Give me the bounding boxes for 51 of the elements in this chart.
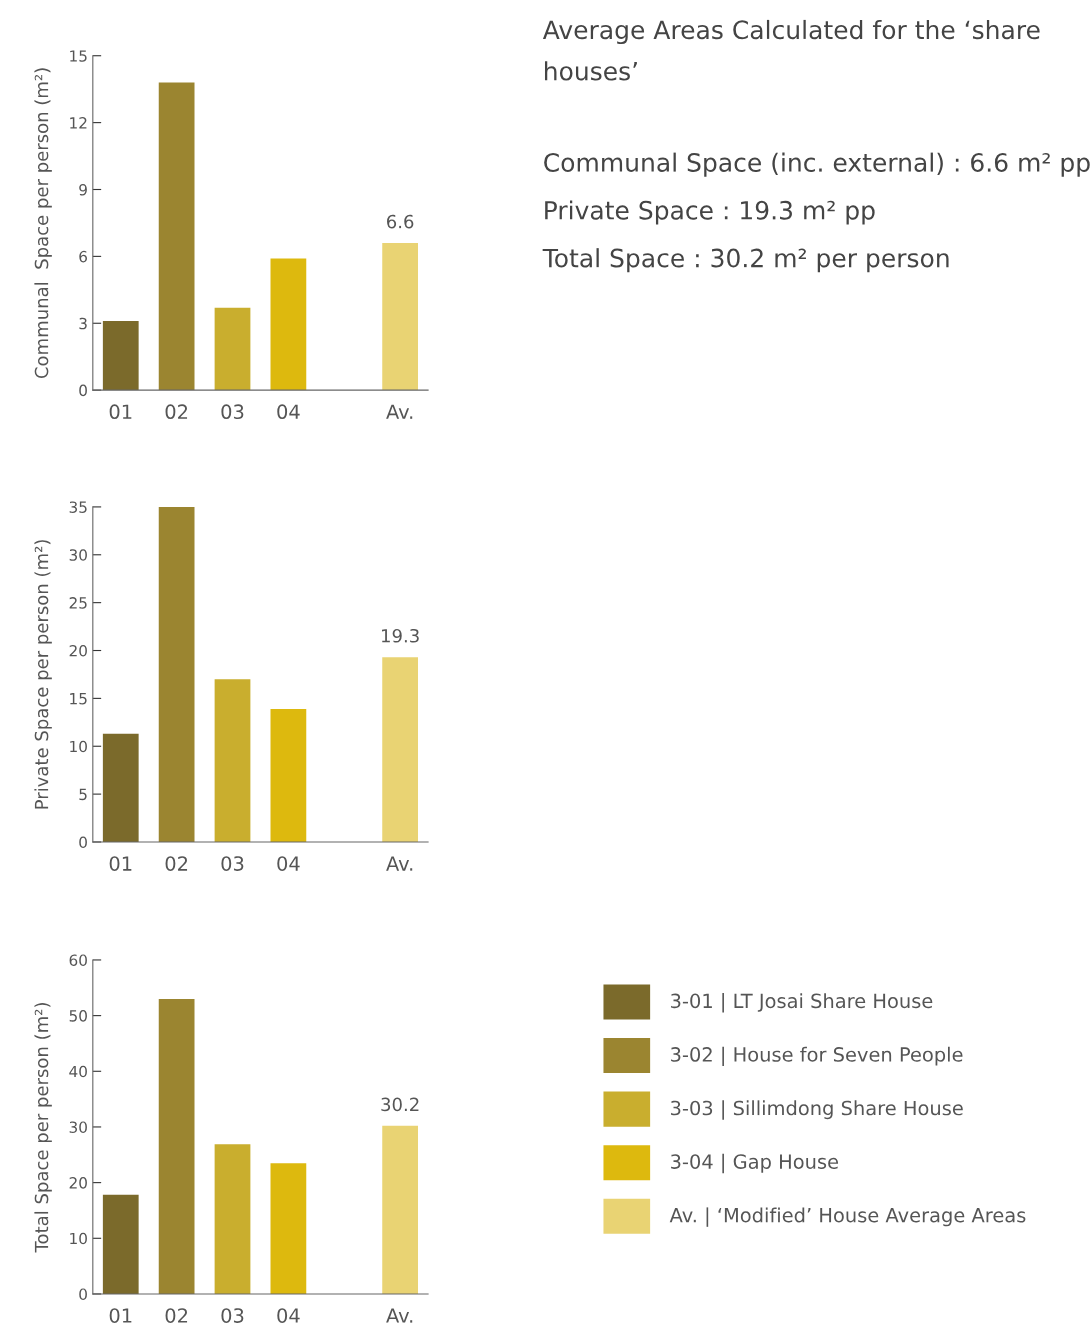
y-tick-label: 0 — [79, 836, 87, 848]
x-tick-label: 02 — [165, 1308, 188, 1323]
y-tick-label: 0 — [79, 1288, 87, 1300]
y-tick-label: 25 — [69, 597, 87, 609]
y-tick-label: 12 — [70, 117, 87, 129]
text: Total Space : 30.2 m² per person — [542, 248, 949, 273]
y-tick-label: 40 — [69, 1065, 87, 1078]
y-tick-label: 30 — [69, 549, 87, 561]
x-tick-label: Av. — [386, 404, 413, 419]
y-axis-title: Private Space per person (m²) — [34, 540, 52, 809]
text: Private Space : 19.3 m² pp — [545, 200, 875, 225]
x-tick-label: 01 — [109, 1308, 132, 1323]
y-tick-label: 9 — [79, 183, 87, 196]
y-tick-label: 60 — [69, 954, 87, 966]
y-tick-label: 30 — [69, 1121, 87, 1133]
text: Average Areas Calculated for the ‘share houses’ — [542, 19, 1040, 81]
y-tick-label: 15 — [70, 693, 87, 705]
legend-label: 3-02 | House for Seven People — [671, 1046, 963, 1067]
y-axis-title: Total Space per person (m²) — [34, 1003, 52, 1253]
text: Communal Space (inc. external) : 6.6 m² pp — [544, 152, 1090, 177]
y-tick-label: 5 — [79, 788, 87, 801]
x-tick-label: 03 — [221, 1308, 244, 1323]
x-tick-label: 01 — [109, 404, 132, 420]
x-tick-label: Av. — [386, 1308, 413, 1323]
y-tick-label: 10 — [70, 1232, 87, 1245]
data-label: 30.2 — [381, 1097, 419, 1112]
legend-label: 3-03 | Sillimdong Share House — [671, 1100, 963, 1120]
x-tick-label: 04 — [277, 856, 300, 871]
y-tick-label: 20 — [69, 1177, 87, 1189]
legend-label: 3-01 | LT Josai Share House — [671, 993, 933, 1013]
x-tick-label: Av. — [386, 856, 413, 871]
y-tick-label: 0 — [79, 384, 87, 397]
y-tick-label: 20 — [69, 644, 87, 657]
data-label: 6.6 — [387, 214, 414, 229]
legend-label: 3-04 | Gap House — [671, 1153, 839, 1174]
y-tick-label: 3 — [79, 317, 87, 330]
x-tick-label: 02 — [165, 856, 188, 871]
x-tick-label: 02 — [165, 404, 188, 420]
x-tick-label: 03 — [221, 404, 244, 420]
x-tick-label: 01 — [109, 856, 132, 871]
y-tick-label: 6 — [79, 250, 87, 263]
legend-label: Av. | ‘Modified’ House Average Areas — [669, 1207, 1026, 1227]
y-axis-title: Communal Space per person (m²) — [34, 68, 52, 379]
y-tick-label: 35 — [69, 501, 87, 513]
x-tick-label: 03 — [221, 856, 244, 871]
x-tick-label: 04 — [277, 404, 300, 420]
y-tick-label: 10 — [70, 740, 87, 753]
x-tick-label: 04 — [277, 1308, 300, 1323]
y-tick-label: 15 — [70, 50, 87, 62]
y-tick-label: 50 — [69, 1010, 87, 1022]
data-label: 19.3 — [382, 628, 419, 643]
